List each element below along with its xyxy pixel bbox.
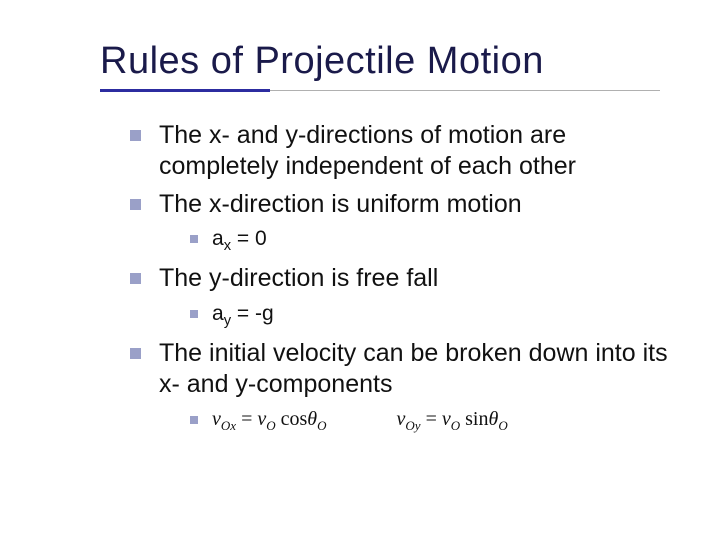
formula-vox: vOx = vO cosθO xyxy=(212,407,327,434)
square-bullet-icon xyxy=(190,235,198,243)
square-bullet-icon xyxy=(130,130,141,141)
title-underline xyxy=(100,89,660,92)
var-a: a xyxy=(212,302,224,325)
bullet-level1: The x-direction is uniform motion xyxy=(130,189,670,220)
square-bullet-icon xyxy=(130,199,141,210)
subscript-ox: Ox xyxy=(221,418,236,433)
square-bullet-icon xyxy=(190,416,198,424)
square-bullet-icon xyxy=(130,348,141,359)
bullet-level1: The initial velocity can be broken down … xyxy=(130,338,670,401)
var-v: v xyxy=(212,408,221,430)
bullet-level2: ax = 0 xyxy=(190,226,670,256)
underline-accent xyxy=(100,89,270,92)
bullet-text: ay = -g xyxy=(212,301,274,331)
fn-cos: cos xyxy=(276,408,308,430)
var-theta: θ xyxy=(488,408,498,430)
underline-rest xyxy=(270,90,660,91)
var-theta: θ xyxy=(307,408,317,430)
eq-zero: = 0 xyxy=(231,227,267,250)
equals: = xyxy=(421,408,442,430)
bullet-text: The x- and y-directions of motion are co… xyxy=(159,120,670,183)
subscript-o: O xyxy=(498,418,507,433)
formula-row: vOx = vO cosθO vOy = vO sinθO xyxy=(212,407,508,434)
subscript-oy: Oy xyxy=(405,418,420,433)
var-v: v xyxy=(257,408,266,430)
bullet-text: The y-direction is free fall xyxy=(159,263,438,294)
bullet-text: ax = 0 xyxy=(212,226,267,256)
equals: = xyxy=(236,408,257,430)
square-bullet-icon xyxy=(190,310,198,318)
eq-neg-g: = -g xyxy=(231,302,274,325)
title-block: Rules of Projectile Motion xyxy=(100,40,670,92)
formula-voy: vOy = vO sinθO xyxy=(397,407,508,434)
subscript-y: y xyxy=(224,313,231,329)
bullet-level2: ay = -g xyxy=(190,301,670,331)
slide-title: Rules of Projectile Motion xyxy=(100,40,670,83)
bullet-level1: The x- and y-directions of motion are co… xyxy=(130,120,670,183)
slide: Rules of Projectile Motion The x- and y-… xyxy=(0,0,720,472)
fn-sin: sin xyxy=(460,408,488,430)
bullet-text: The x-direction is uniform motion xyxy=(159,189,522,220)
subscript-o: O xyxy=(266,418,275,433)
var-v: v xyxy=(442,408,451,430)
subscript-x: x xyxy=(224,238,231,254)
bullet-text: The initial velocity can be broken down … xyxy=(159,338,670,401)
bullet-level1: The y-direction is free fall xyxy=(130,263,670,294)
square-bullet-icon xyxy=(130,273,141,284)
subscript-o: O xyxy=(317,418,326,433)
subscript-o: O xyxy=(451,418,460,433)
bullet-level2: vOx = vO cosθO vOy = vO sinθO xyxy=(190,407,670,434)
content-area: The x- and y-directions of motion are co… xyxy=(130,120,670,434)
var-a: a xyxy=(212,227,224,250)
